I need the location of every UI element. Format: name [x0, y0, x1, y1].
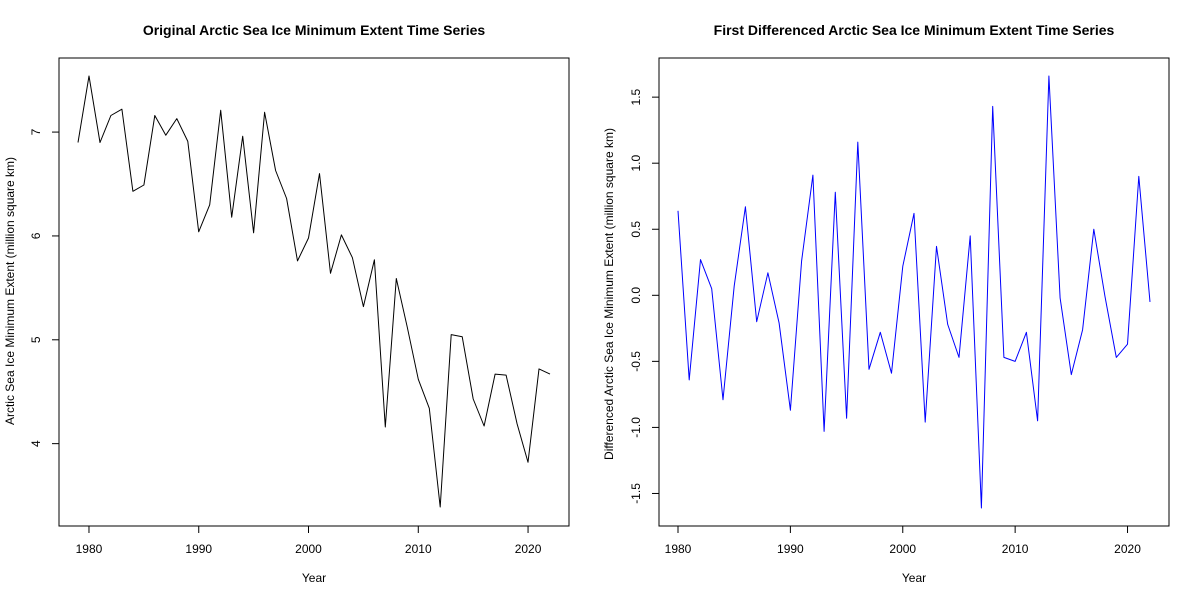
right-chart-x-tick-label: 2020 [1114, 542, 1141, 556]
left-chart-y-tick-label: 4 [29, 440, 43, 447]
left-chart-x-tick-label: 1990 [185, 542, 212, 556]
right-chart-x-axis-label: Year [902, 571, 926, 585]
left-chart-x-tick-label: 2000 [295, 542, 322, 556]
right-chart-y-axis-label: Differenced Arctic Sea Ice Minimum Exten… [602, 128, 616, 460]
right-chart-title: First Differenced Arctic Sea Ice Minimum… [714, 22, 1115, 38]
left-chart-series-line [77, 75, 551, 508]
left-chart-x-tick-label: 1980 [76, 542, 103, 556]
right-chart-x-tick-label: 1990 [777, 542, 804, 556]
left-chart-panel: Original Arctic Sea Ice Minimum Extent T… [3, 22, 570, 585]
right-chart-y-tick-label: -1.5 [629, 483, 643, 504]
right-chart-panel: First Differenced Arctic Sea Ice Minimum… [602, 22, 1170, 585]
left-chart-y-tick-label: 5 [29, 336, 43, 343]
right-chart-x-tick-label: 2000 [889, 542, 916, 556]
left-chart-x-ticks: 1980 1990 2000 2010 2020 [76, 525, 542, 556]
left-chart-title: Original Arctic Sea Ice Minimum Extent T… [143, 22, 486, 38]
right-chart-y-tick-label: 0.5 [629, 221, 643, 238]
left-chart-x-tick-label: 2010 [405, 542, 432, 556]
right-chart-y-tick-label: 1.0 [629, 155, 643, 172]
right-chart-y-tick-label: -1.0 [629, 417, 643, 438]
right-chart-y-ticks: -1.5 -1.0 -0.5 0.0 0.5 1.0 1.5 [629, 88, 660, 504]
left-chart-y-tick-label: 7 [29, 128, 43, 135]
left-chart-y-axis-label: Arctic Sea Ice Minimum Extent (million s… [3, 157, 17, 425]
left-chart-x-axis-label: Year [302, 571, 326, 585]
right-chart-y-tick-label: 1.5 [629, 88, 643, 105]
right-chart-x-tick-label: 2010 [1002, 542, 1029, 556]
right-chart-y-tick-label: -0.5 [629, 351, 643, 372]
left-chart-y-tick-label: 6 [29, 232, 43, 239]
left-chart-plot-frame [58, 57, 570, 527]
right-chart-y-tick-label: 0.0 [629, 287, 643, 304]
right-chart-series-line [677, 75, 1151, 509]
right-chart-x-tick-label: 1980 [665, 542, 692, 556]
left-chart-y-ticks: 4 5 6 7 [29, 128, 60, 447]
right-chart-x-ticks: 1980 1990 2000 2010 2020 [665, 525, 1141, 556]
left-chart-x-tick-label: 2020 [515, 542, 542, 556]
right-chart-plot-frame [658, 57, 1170, 527]
